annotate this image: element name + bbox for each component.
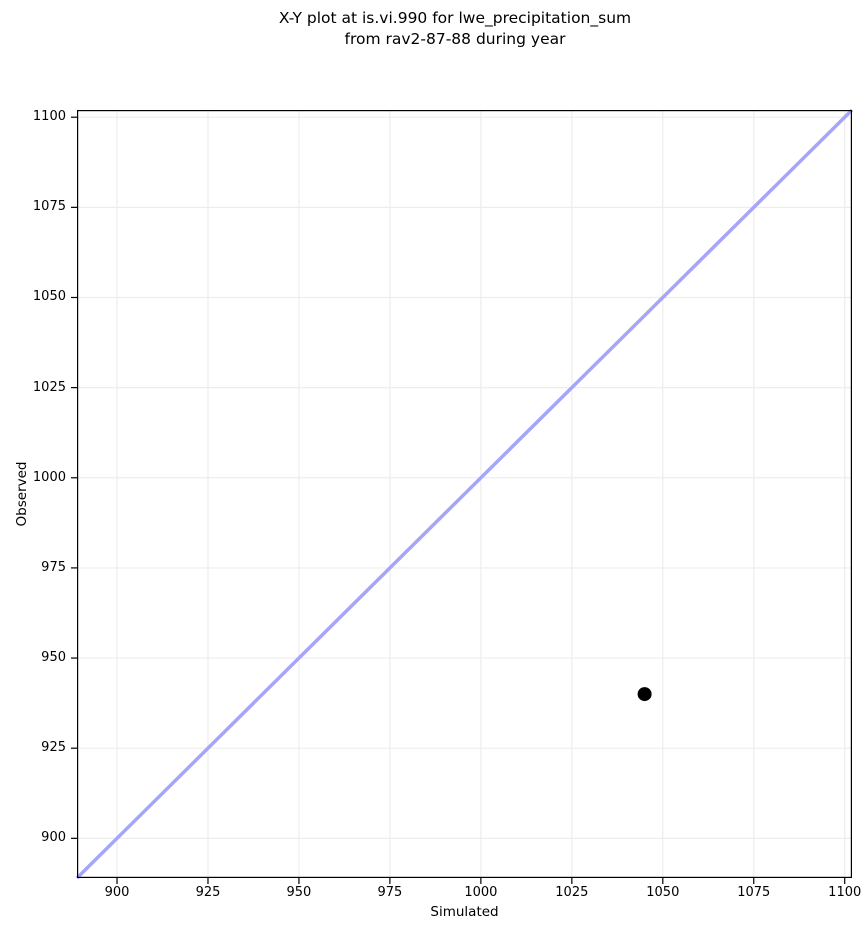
plot-canvas bbox=[71, 108, 854, 884]
chart-title: X-Y plot at is.vi.990 for lwe_precipitat… bbox=[278, 9, 632, 48]
x-tick-label: 1000 bbox=[464, 885, 498, 900]
y-tick-label: 950 bbox=[41, 650, 66, 666]
axes-spines bbox=[77, 110, 852, 878]
x-tick-label: 900 bbox=[104, 885, 130, 900]
plot-area bbox=[71, 108, 854, 884]
x-tick-label: 950 bbox=[286, 885, 312, 900]
x-tick-label: 925 bbox=[195, 885, 221, 900]
observation-point bbox=[637, 687, 652, 702]
y-tick-label: 900 bbox=[41, 830, 66, 846]
x-tick-label: 1075 bbox=[737, 885, 771, 900]
y-tick-label: 975 bbox=[41, 559, 66, 575]
y-tick-label: 1100 bbox=[32, 109, 66, 125]
x-tick-label: 975 bbox=[377, 885, 403, 900]
x-tick-label: 1025 bbox=[555, 885, 589, 900]
y-tick-label: 1000 bbox=[32, 469, 66, 485]
y-tick-label: 1050 bbox=[32, 289, 66, 305]
y-tick-label: 1025 bbox=[32, 379, 66, 395]
x-tick-label: 1100 bbox=[828, 885, 862, 900]
y-tick-label: 1075 bbox=[32, 199, 66, 215]
x-tick-label: 1050 bbox=[646, 885, 680, 900]
y-tick-label: 925 bbox=[41, 740, 66, 756]
x-axis-label: Simulated bbox=[430, 904, 499, 920]
identity-line bbox=[75, 108, 854, 880]
